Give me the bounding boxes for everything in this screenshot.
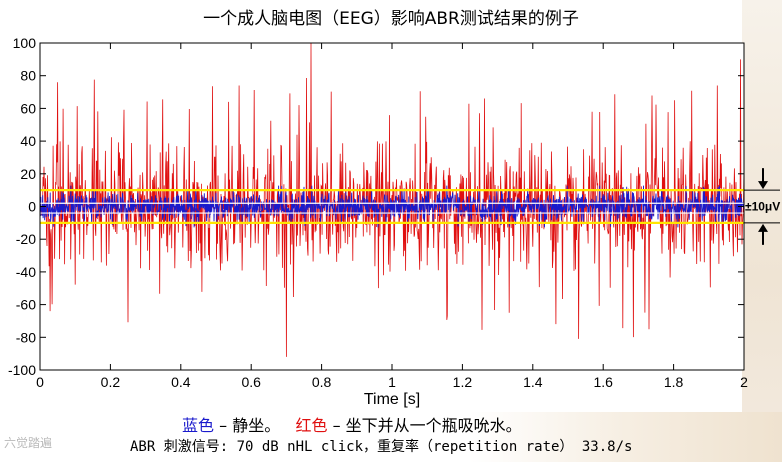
y-tick-label-9: -80 (16, 329, 36, 345)
y-tick-label-0: 100 (13, 35, 37, 51)
x-tick-label-1: 0.2 (101, 374, 121, 390)
x-axis-label: Time [s] (364, 391, 420, 408)
x-tick-label-2: 0.4 (171, 374, 191, 390)
x-tick-label-8: 1.6 (593, 374, 613, 390)
y-tick-label-2: 60 (20, 100, 36, 116)
x-tick-label-9: 1.8 (664, 374, 684, 390)
y-tick-label-8: -60 (16, 297, 36, 313)
watermark: 六觉踏遍 (4, 436, 53, 450)
annotation-label: ±10μV (745, 200, 780, 214)
y-tick-label-10: -100 (8, 362, 36, 378)
caption: 蓝色 – 静坐。 红色 – 坐下并从一个瓶吸吮水。 (182, 412, 522, 436)
series-blue-line (39, 185, 745, 228)
caption-sep-1: – (214, 416, 233, 435)
x-tick-label-10: 2 (740, 374, 748, 390)
x-tick-label-7: 1.4 (523, 374, 543, 390)
x-tick-label-5: 1 (388, 374, 396, 390)
annotation-arrow-up-head (758, 223, 768, 232)
reference-lines (40, 189, 744, 224)
x-tick-label-4: 0.8 (312, 374, 332, 390)
caption-sep-2: – (327, 416, 346, 435)
background-decoration-bottom (0, 412, 782, 462)
y-tick-label-7: -40 (16, 264, 36, 280)
x-tick-label-6: 1.2 (453, 374, 473, 390)
annotation-arrow-down-head (758, 181, 768, 190)
amplitude-annotation: ±10μV (744, 168, 780, 245)
y-tick-label-3: 40 (20, 133, 36, 149)
y-tick-label-4: 20 (20, 166, 36, 182)
y-tick-label-6: -20 (16, 231, 36, 247)
caption-blue-desc: 静坐。 (232, 416, 281, 435)
y-tick-label-1: 80 (20, 68, 36, 84)
chart-title: 一个成人脑电图（EEG）影响ABR测试结果的例子 (203, 9, 579, 29)
y-tick-label-5: 0 (28, 199, 36, 215)
x-tick-label-3: 0.6 (241, 374, 261, 390)
caption-blue-word: 蓝色 (182, 416, 215, 435)
series-blue-signal (39, 185, 745, 228)
x-tick-label-0: 0 (36, 374, 44, 390)
stimulus-note: ABR 刺激信号: 70 dB nHL click，重复率（repetition… (130, 439, 633, 455)
caption-red-word: 红色 (295, 416, 328, 435)
caption-red-desc: 坐下并从一个瓶吸吮水。 (345, 416, 522, 435)
